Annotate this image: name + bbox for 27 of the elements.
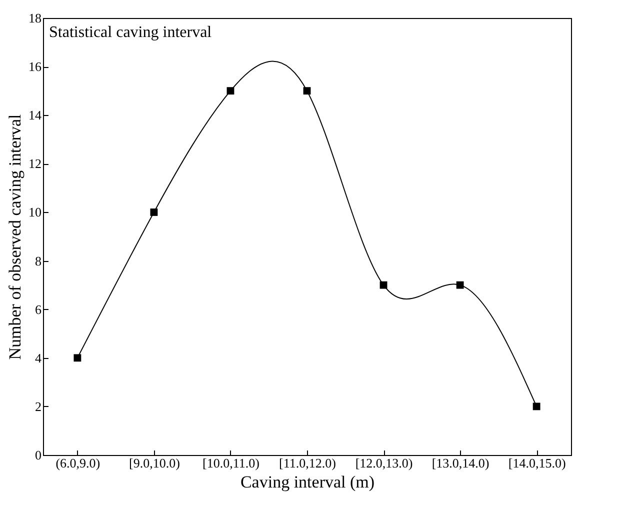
y-axis-title: Number of observed caving interval [6,114,24,360]
point [532,402,540,410]
x-tick-label: [12.0,13.0) [355,456,413,470]
y-tick-label: 12 [28,156,42,172]
x-tick-label: [14.0,15.0) [508,456,566,470]
y-tick-label: 10 [28,204,42,220]
point [226,87,234,95]
y-tick-label: 8 [35,253,42,268]
point [303,87,311,95]
point [456,281,464,289]
x-tick-label: [11.0,12.0) [279,456,336,470]
y-tick-label: 14 [28,108,42,123]
y-tick-label: 16 [28,59,42,74]
x-tick-label: [10.0,11.0) [202,456,260,470]
y-tick-label: 4 [35,350,42,366]
y-tick-label: 0 [35,448,42,462]
y-tick-label: 6 [35,302,42,317]
point [150,208,158,216]
y-tick-label: 18 [28,10,42,26]
x-tick-label: [13.0,14.0) [432,456,490,470]
x-tick-label: [9.0,10.0) [128,456,180,470]
point [380,281,388,289]
x-axis-title: Caving interval (m) [240,472,375,492]
point [74,354,82,362]
x-tick-label: (6.0,9.0) [56,456,100,470]
annotation: Statistical caving interval [49,24,212,41]
y-tick-label: 2 [35,398,42,414]
